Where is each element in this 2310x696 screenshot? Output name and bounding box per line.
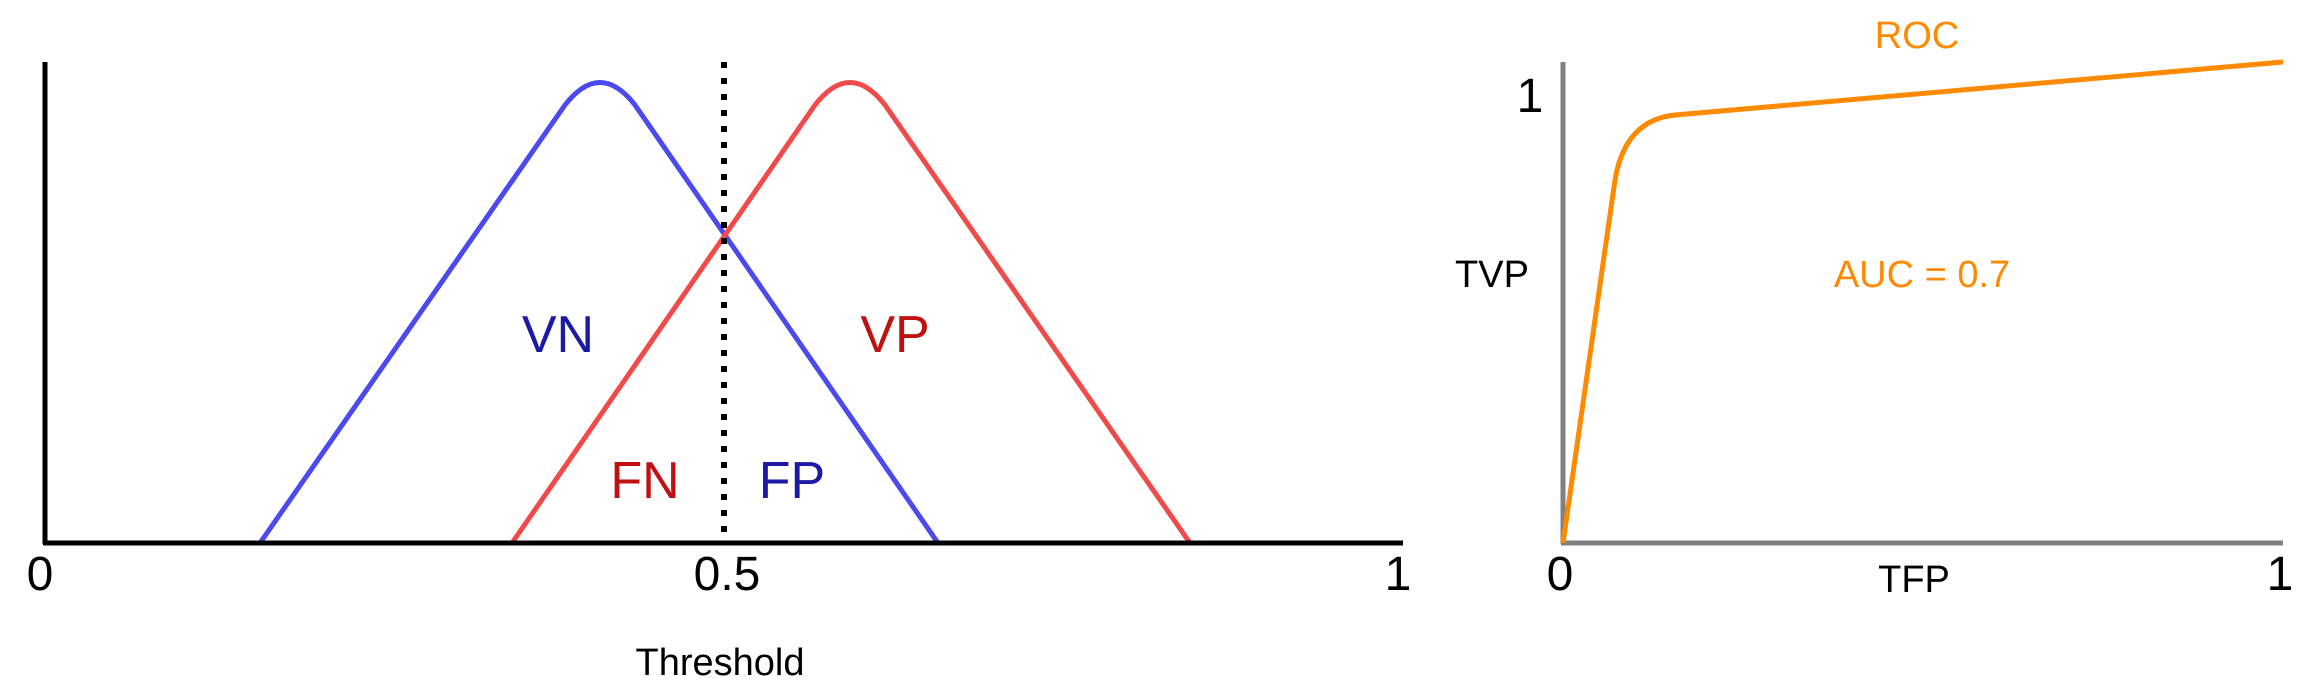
x-axis-label: Threshold <box>636 642 805 684</box>
x-tick-label: 0 <box>27 548 54 601</box>
auc-annotation: AUC = 0.7 <box>1834 254 2010 296</box>
roc-panel: ROC AUC = 0.7 TVP TFP 1 0 1 <box>1455 15 2293 601</box>
false-negative-label: FN <box>610 452 679 510</box>
roc-title: ROC <box>1875 15 1959 57</box>
roc-x-axis-label: TFP <box>1878 559 1950 601</box>
true-negative-label: VN <box>522 306 594 364</box>
true-positive-label: VP <box>860 306 929 364</box>
distribution-panel: 0 0.5 1 Threshold VN VP FN FP <box>27 62 1412 684</box>
negative-distribution-curve <box>257 80 941 545</box>
roc-x-tick-label: 1 <box>2267 548 2294 601</box>
positive-distribution-curve <box>509 80 1193 545</box>
x-tick-label: 1 <box>1385 548 1412 601</box>
roc-y-tick-label: 1 <box>1517 70 1544 123</box>
roc-curve <box>1560 59 2284 544</box>
x-tick-label: 0.5 <box>694 548 761 601</box>
false-positive-label: FP <box>759 452 825 510</box>
roc-x-tick-label: 0 <box>1547 548 1574 601</box>
roc-y-axis-label: TVP <box>1455 254 1529 296</box>
